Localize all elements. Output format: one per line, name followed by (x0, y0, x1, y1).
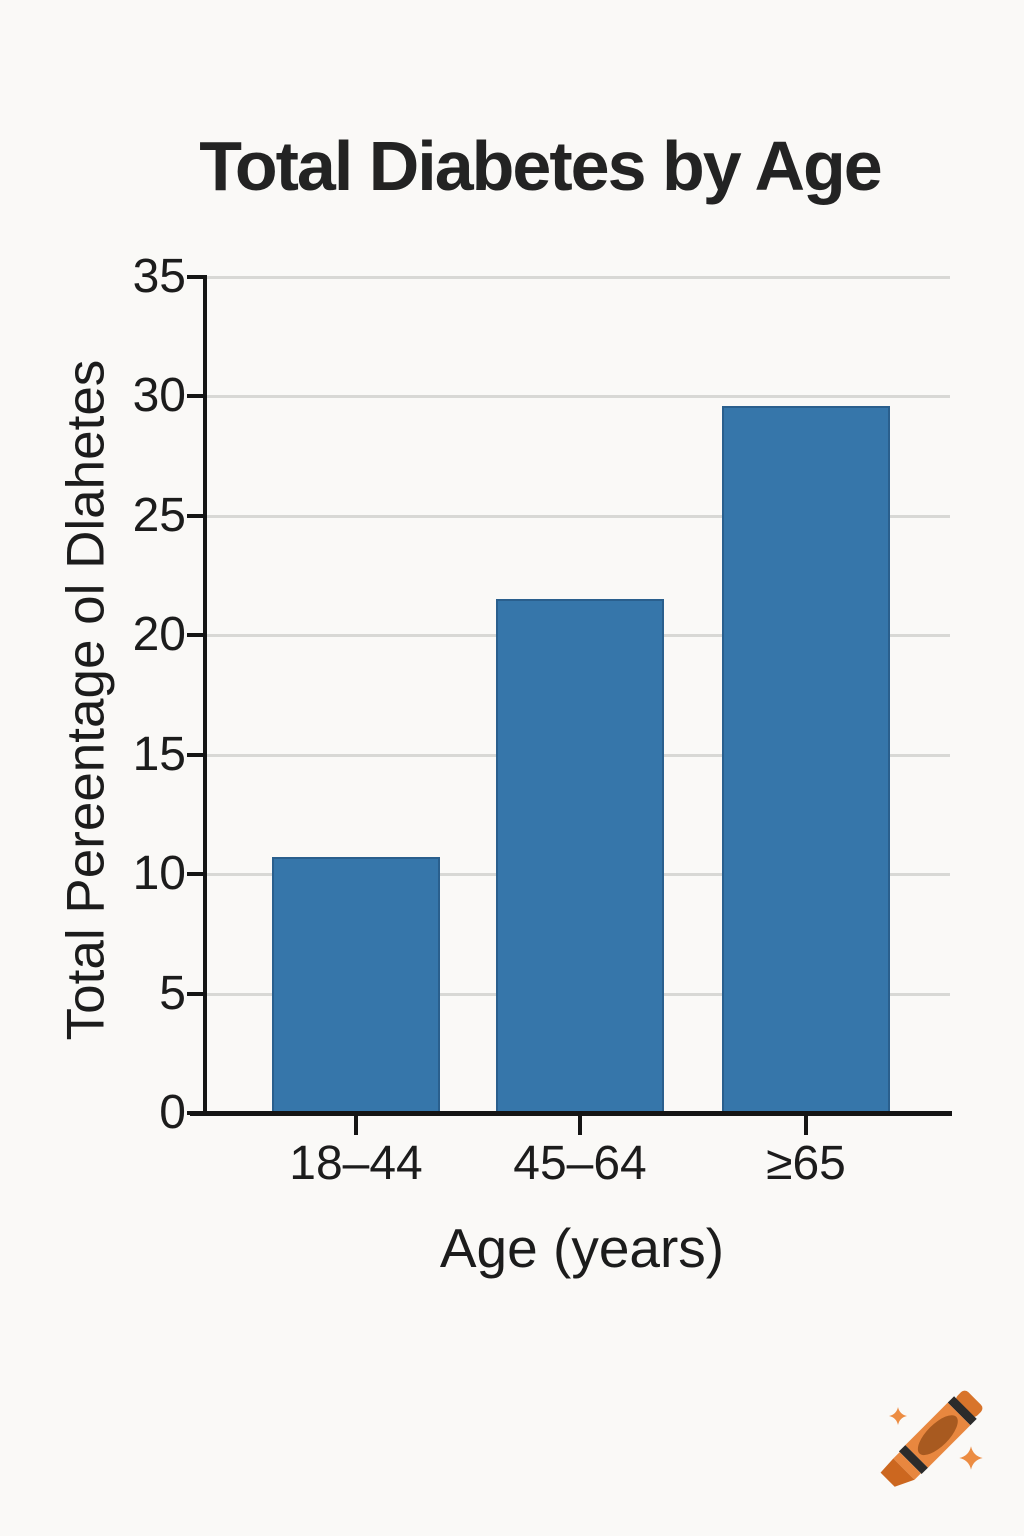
x-axis-label: Age (years) (439, 1217, 725, 1279)
y-tick-mark (187, 752, 205, 757)
crayon-stripe-top (947, 1396, 977, 1426)
crayon-collar (893, 1452, 921, 1480)
bar (722, 405, 890, 1113)
x-tick-label: 18–44 (289, 1137, 423, 1190)
y-tick-mark (187, 991, 205, 996)
sparkle-icon (889, 1407, 907, 1425)
chart-title: Total Diabetes by Age (199, 127, 882, 205)
y-tick-label: 5 (159, 966, 186, 1020)
y-tick-label: 20 (132, 608, 186, 662)
x-tick-label: 45–64 (513, 1137, 647, 1190)
y-tick-label: 25 (132, 488, 186, 542)
y-tick-mark (187, 513, 205, 518)
y-tick-mark (187, 633, 205, 638)
sparkle-icon (959, 1446, 983, 1470)
x-tick-label: ≥65 (766, 1137, 846, 1190)
x-axis-spine (190, 1111, 952, 1116)
y-axis-label: Total Pereentage ol Dlahetes (56, 359, 116, 1041)
gridline (207, 276, 950, 279)
bar (496, 599, 664, 1113)
x-tick-mark (804, 1113, 808, 1135)
crayon-stripe-bottom (898, 1445, 928, 1475)
y-tick-mark (187, 394, 205, 399)
x-tick-mark (354, 1113, 358, 1135)
crayon-end-cap (956, 1390, 983, 1417)
y-tick-label: 30 (132, 369, 186, 423)
crayon-tip (880, 1458, 915, 1487)
y-tick-label: 10 (132, 847, 186, 901)
y-tick-label: 0 (159, 1086, 186, 1139)
y-tick-mark (187, 275, 205, 279)
y-tick-label: 35 (132, 250, 186, 303)
bar (272, 857, 440, 1113)
crayon-oval (917, 1415, 958, 1456)
y-tick-label: 15 (132, 727, 186, 781)
y-axis-spine (203, 275, 207, 1115)
crayon-icon (880, 1390, 983, 1487)
gridline (207, 514, 950, 518)
x-tick-mark (578, 1113, 582, 1135)
gridline (207, 395, 950, 399)
y-tick-mark (187, 872, 205, 877)
